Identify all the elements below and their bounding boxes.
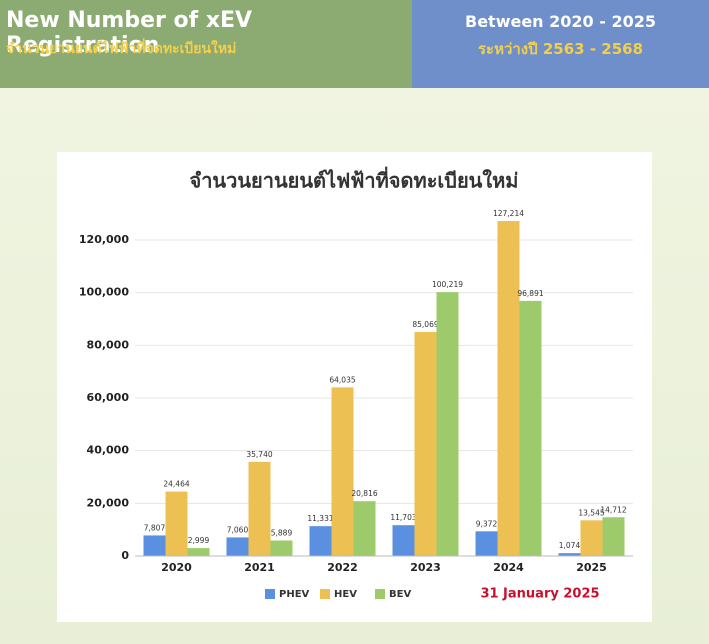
y-tick-label: 80,000: [87, 338, 130, 351]
value-label: 24,464: [163, 480, 189, 489]
value-label: 20,816: [351, 489, 377, 498]
period-banner: Between 2020 - 2025 ระหว่างปี 2563 - 256…: [412, 0, 709, 88]
banner-title: New Number of xEV Registration: [6, 8, 253, 58]
chart: จำนวนยานยนต์ไฟฟ้าที่จดทะเบียนใหม่ 0 20,00…: [57, 152, 652, 622]
value-label: 1,074: [559, 541, 581, 550]
bar: [392, 525, 415, 556]
value-label: 2,999: [188, 536, 210, 545]
y-tick-label: 60,000: [87, 391, 130, 404]
x-tick-label: 2024: [493, 561, 524, 574]
value-label: 64,035: [329, 375, 355, 384]
value-label: 96,891: [517, 289, 543, 298]
value-label: 127,214: [493, 209, 524, 218]
bar: [558, 553, 581, 556]
y-tick-label: 20,000: [87, 496, 130, 509]
title-banner: New Number of xEV Registration จำนวนยานย…: [0, 0, 412, 88]
bar: [519, 300, 542, 556]
x-tick-label: 2023: [410, 561, 441, 574]
legend-swatch: [265, 589, 275, 599]
period-label: Between 2020 - 2025: [465, 12, 656, 31]
chart-title: จำนวนยานยนต์ไฟฟ้าที่จดทะเบียนใหม่: [189, 166, 518, 193]
bar: [353, 501, 376, 556]
bar: [143, 535, 166, 556]
value-label: 14,712: [600, 505, 626, 514]
value-label: 100,219: [432, 280, 463, 289]
legend-swatch: [320, 589, 330, 599]
legend-label: BEV: [389, 589, 411, 600]
bar: [436, 292, 459, 556]
value-label: 35,740: [246, 450, 272, 459]
bar: [165, 491, 188, 556]
value-label: 11,703: [390, 513, 416, 522]
legend-label: PHEV: [279, 589, 310, 600]
bar: [497, 221, 520, 556]
legend-label: HEV: [334, 589, 357, 600]
y-tick-label: 100,000: [79, 286, 129, 299]
bar: [309, 526, 332, 556]
y-tick-label: 0: [121, 549, 129, 562]
annotation: 31 January 2025: [480, 587, 599, 602]
x-tick-label: 2025: [576, 561, 607, 574]
y-tick-label: 120,000: [79, 233, 129, 246]
value-label: 85,069: [412, 320, 438, 329]
value-label: 7,807: [144, 523, 166, 532]
bar: [580, 520, 603, 556]
value-label: 11,331: [307, 514, 333, 523]
value-label: 9,372: [476, 519, 498, 528]
bar: [187, 548, 210, 556]
bar: [602, 517, 625, 556]
bar: [248, 461, 271, 556]
x-tick-label: 2021: [244, 561, 275, 574]
bar: [414, 332, 437, 556]
x-tick-label: 2022: [327, 561, 358, 574]
value-label: 7,060: [227, 525, 249, 534]
bar: [475, 531, 498, 556]
banner-subtitle: จำนวนยานยนต์ไฟฟ้าที่จดทะเบียนใหม่: [6, 41, 237, 57]
y-tick-label: 40,000: [87, 444, 130, 457]
legend-swatch: [375, 589, 385, 599]
bar: [270, 540, 293, 556]
x-tick-label: 2020: [161, 561, 192, 574]
value-label: 5,889: [271, 528, 293, 537]
period-thai-label: ระหว่างปี 2563 - 2568: [477, 40, 644, 58]
bar: [331, 387, 354, 556]
bar: [226, 537, 249, 556]
value-label: 13,545: [578, 508, 604, 517]
